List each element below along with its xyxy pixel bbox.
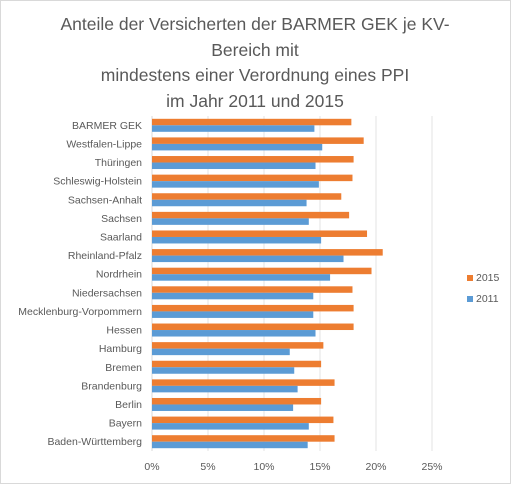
bar-2011-12 xyxy=(152,348,290,356)
bar-2015-3 xyxy=(152,174,353,182)
bar-2015-9 xyxy=(152,286,353,293)
x-tick-label: 25% xyxy=(421,461,442,473)
bar-2015-0 xyxy=(152,118,352,126)
bar-2011-11 xyxy=(152,330,316,337)
bar-2015-7 xyxy=(152,249,383,256)
bars xyxy=(152,118,383,449)
x-tick-label: 0% xyxy=(144,461,159,473)
chart-title-line-2: Bereich mit xyxy=(211,39,299,60)
bar-2011-6 xyxy=(152,236,322,244)
bar-2011-14 xyxy=(152,385,298,393)
bar-2011-15 xyxy=(152,404,294,411)
bar-2011-2 xyxy=(152,162,316,170)
bar-2011-0 xyxy=(152,125,315,132)
bar-2015-12 xyxy=(152,342,324,349)
bar-2015-15 xyxy=(152,397,322,405)
legend-swatch-2015 xyxy=(467,275,473,281)
category-label: Sachsen-Anhalt xyxy=(68,194,142,206)
bar-2015-6 xyxy=(152,230,368,237)
bar-2011-8 xyxy=(152,274,331,281)
bar-2015-17 xyxy=(152,435,335,442)
legend: 2015 2011 xyxy=(467,272,500,305)
category-label: Thüringen xyxy=(95,157,142,169)
bar-2015-11 xyxy=(152,323,354,331)
legend-swatch-2011 xyxy=(467,296,473,302)
bar-2015-16 xyxy=(152,416,334,424)
x-tick-label: 10% xyxy=(253,461,274,473)
bar-2011-10 xyxy=(152,311,314,318)
bar-2011-3 xyxy=(152,181,319,188)
bar-2015-2 xyxy=(152,156,354,163)
category-label: Baden-Württemberg xyxy=(47,436,142,448)
gridlines xyxy=(151,116,433,451)
chart-title-line-1: Anteile der Versicherten der BARMER GEK … xyxy=(60,14,450,34)
bar-2015-1 xyxy=(152,137,364,144)
legend-label-2015: 2015 xyxy=(476,272,500,284)
bar-2011-17 xyxy=(152,441,308,449)
bar-2011-16 xyxy=(152,423,309,430)
category-label: Saarland xyxy=(100,231,142,243)
category-label: Nordrhein xyxy=(96,269,142,281)
bar-2015-10 xyxy=(152,304,354,312)
x-tick-label: 20% xyxy=(365,461,386,473)
category-label: Niedersachsen xyxy=(72,287,142,299)
category-label: Hessen xyxy=(106,325,142,337)
category-label: Sachsen xyxy=(101,213,142,225)
bar-2011-4 xyxy=(152,199,307,207)
chart-title-line-4: im Jahr 2011 und 2015 xyxy=(166,90,344,111)
category-label: Westfalen-Lippe xyxy=(66,138,142,150)
bar-2011-7 xyxy=(152,255,344,263)
category-label: Rheinland-Pfalz xyxy=(68,250,142,262)
category-label: Brandenburg xyxy=(81,380,142,392)
category-label: Schleswig-Holstein xyxy=(53,176,142,188)
x-tick-label: 15% xyxy=(309,461,330,473)
category-label: BARMER GEK xyxy=(72,120,142,132)
category-label: Berlin xyxy=(115,399,142,411)
bar-2011-13 xyxy=(152,367,295,374)
bar-2015-8 xyxy=(152,267,372,275)
category-labels: BARMER GEK Westfalen-Lippe Thüringen Schles… xyxy=(18,120,142,448)
bar-2015-14 xyxy=(152,379,335,386)
bar-2011-1 xyxy=(152,143,323,151)
category-label: Mecklenburg-Vorpommern xyxy=(18,306,142,318)
legend-label-2011: 2011 xyxy=(476,293,499,305)
category-label: Hamburg xyxy=(99,343,142,355)
chart-title: Anteile der Versicherten der BARMER GEK … xyxy=(20,12,490,114)
bar-2011-9 xyxy=(152,292,314,300)
bar-2015-4 xyxy=(152,193,342,200)
x-axis-ticks: 0% 5% 10% 15% 20% 25% xyxy=(144,461,442,473)
category-label: Bremen xyxy=(105,362,142,374)
category-label: Bayern xyxy=(109,418,142,430)
x-tick-label: 5% xyxy=(200,461,215,473)
bar-2015-13 xyxy=(152,360,322,368)
bar-2015-5 xyxy=(152,211,350,219)
bar-2011-5 xyxy=(152,218,309,225)
chart-title-line-3: mindestens einer Verordnung eines PPI xyxy=(100,65,410,85)
